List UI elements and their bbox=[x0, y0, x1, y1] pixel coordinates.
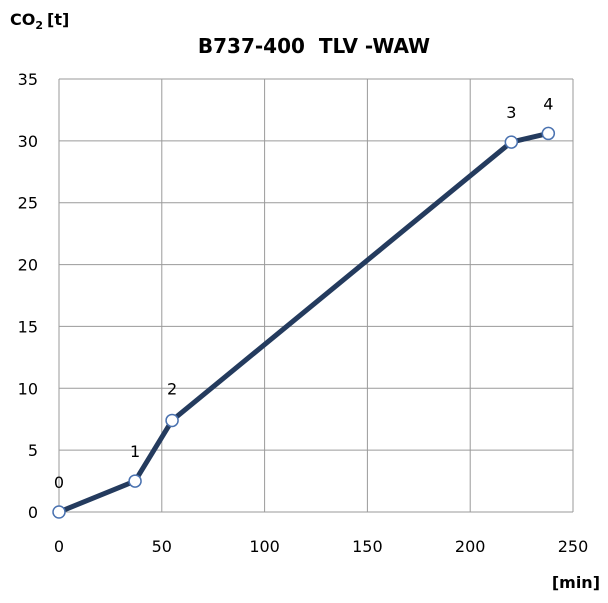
x-axis-title: [min] bbox=[552, 573, 600, 592]
x-tick-label: 200 bbox=[455, 537, 486, 556]
data-point-label: 4 bbox=[543, 94, 553, 113]
y-tick-label: 30 bbox=[18, 132, 38, 151]
x-tick-label: 50 bbox=[152, 537, 172, 556]
y-axis-title: CO2 [t] bbox=[10, 10, 69, 32]
x-tick-label: 150 bbox=[352, 537, 383, 556]
y-tick-label: 25 bbox=[18, 194, 38, 213]
data-point-marker bbox=[128, 474, 142, 488]
data-point-label: 3 bbox=[506, 103, 516, 122]
y-tick-label: 5 bbox=[28, 441, 38, 460]
x-tick-label: 0 bbox=[54, 537, 64, 556]
y-tick-label: 10 bbox=[18, 379, 38, 398]
point-label-group: 0 1 2 3 4 bbox=[54, 94, 554, 492]
x-tick-label: 100 bbox=[249, 537, 280, 556]
x-axis-ticks: 0 50 100 150 200 250 bbox=[54, 537, 588, 556]
y-axis-title-sub: 2 bbox=[35, 19, 43, 32]
y-tick-label: 15 bbox=[18, 317, 38, 336]
data-point-marker bbox=[165, 413, 179, 428]
data-point-label: 0 bbox=[54, 473, 64, 492]
y-axis-ticks: 0 5 10 15 20 25 30 35 bbox=[18, 70, 38, 522]
data-point-label: 2 bbox=[167, 379, 177, 398]
data-point-marker bbox=[504, 135, 519, 149]
data-point-label: 1 bbox=[130, 442, 140, 461]
data-point-marker bbox=[541, 126, 556, 141]
x-tick-label: 250 bbox=[558, 537, 589, 556]
y-tick-label: 0 bbox=[28, 503, 38, 522]
y-tick-label: 20 bbox=[18, 256, 38, 275]
y-axis-title-co: CO bbox=[10, 10, 35, 29]
y-axis-title-unit: [t] bbox=[47, 10, 69, 29]
marker-group bbox=[52, 126, 556, 519]
y-tick-label: 35 bbox=[18, 70, 38, 89]
data-point-marker bbox=[52, 505, 66, 519]
grid-lines bbox=[58, 78, 574, 513]
chart-title: B737-400 TLV -WAW bbox=[198, 34, 430, 58]
